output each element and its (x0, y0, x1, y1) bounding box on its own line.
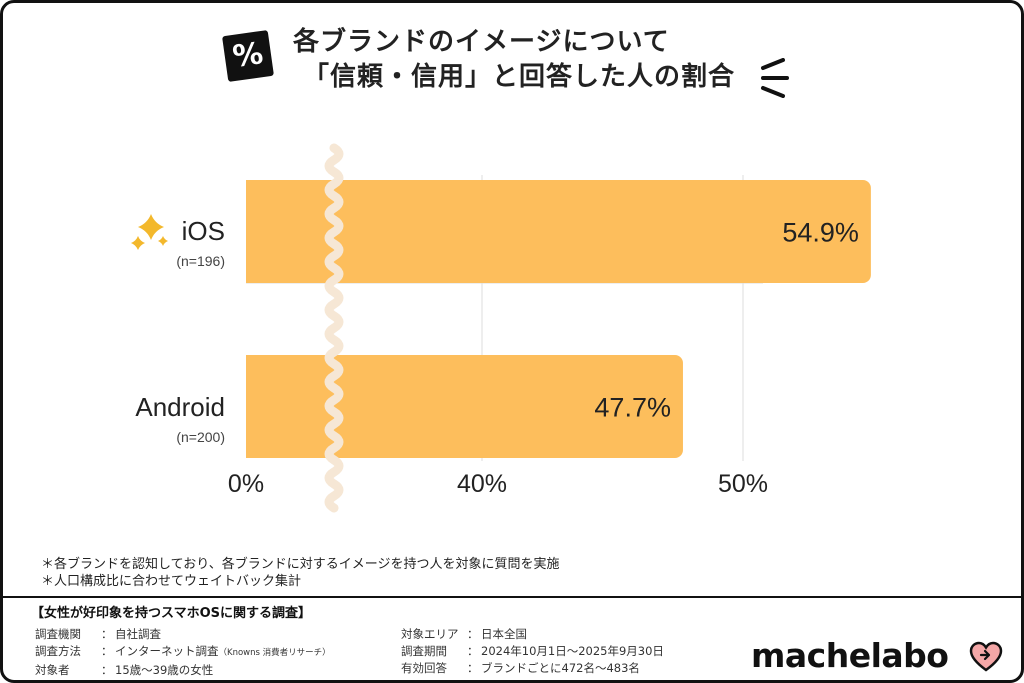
category-sample-size: (n=200) (176, 429, 225, 445)
survey-row: 対象エリア：日本全国 (401, 627, 527, 641)
category-sample-size: (n=196) (176, 253, 225, 269)
value-label: 47.7% (594, 393, 671, 423)
emphasis-burst-icon (761, 58, 789, 98)
survey-row: 調査方法：インターネット調査（Knowns 消費者リサーチ） (35, 644, 331, 658)
survey-row: 対象者： 15歳～39歳の女性 (35, 663, 214, 677)
survey-row: 調査期間： 2024年10月1日～2025年9月30日 (401, 644, 664, 658)
bar-left-edge (246, 180, 258, 283)
sparkle-large (138, 214, 164, 240)
title-line-1: 各ブランドのイメージについて (293, 27, 670, 57)
axis-break-wave-path (324, 143, 344, 513)
value-labels: 54.9% 47.7% (594, 218, 858, 423)
footnotes: ＊各ブランドを認知しており、各ブランドに対するイメージを持つ人を対象に質問を実施… (41, 556, 559, 590)
bar-android (246, 355, 683, 458)
brand-logo: machelabo (751, 636, 949, 675)
footnote-2: ＊人口構成比に合わせてウェイトバック集計 (41, 574, 302, 589)
bar-chart: iOS (n=196) Android (n=200) 54.9% 47.7% 0% 40… (131, 143, 871, 513)
survey-title: 【女性が好印象を持つスマホOSに関する調査】 (31, 606, 312, 621)
x-tick-label: 0% (228, 470, 264, 498)
x-tick-label: 50% (718, 470, 768, 498)
survey-row: 調査機関：自社調査 (35, 627, 161, 641)
value-label: 54.9% (782, 218, 859, 248)
bars (246, 180, 871, 458)
title-line-2: 「信頼・信用」と回答した人の割合 (303, 62, 736, 92)
category-label-android: Android (135, 392, 225, 422)
sparkle-small (131, 236, 145, 250)
heart-icon (969, 641, 1003, 672)
x-tick-label: 40% (457, 470, 507, 498)
survey-details-right: 対象エリア：日本全国 調査期間： 2024年10月1日～2025年9月30日 有効… (401, 626, 664, 677)
axis-break-wave (324, 143, 344, 513)
survey-row: 有効回答：ブランドごとに472名～483名 (401, 661, 640, 675)
title-block: % 各ブランドのイメージについて 「信頼・信用」と回答した人の割合 (3, 13, 1021, 98)
footer-divider (3, 596, 1021, 598)
category-label-ios: iOS (182, 216, 225, 246)
sparkle-icon (131, 214, 168, 250)
sparkle-tiny (158, 236, 168, 246)
x-tick-labels: 0% 40% 50% (228, 470, 768, 498)
survey-details-left: 調査機関：自社調査 調査方法：インターネット調査（Knowns 消費者リサーチ）… (35, 626, 331, 679)
bar-ios (246, 180, 871, 283)
bar-left-edge (246, 355, 258, 458)
category-labels: iOS (n=196) Android (n=200) (135, 216, 225, 445)
footnote-1: ＊各ブランドを認知しており、各ブランドに対するイメージを持つ人を対象に質問を実施 (41, 557, 560, 572)
